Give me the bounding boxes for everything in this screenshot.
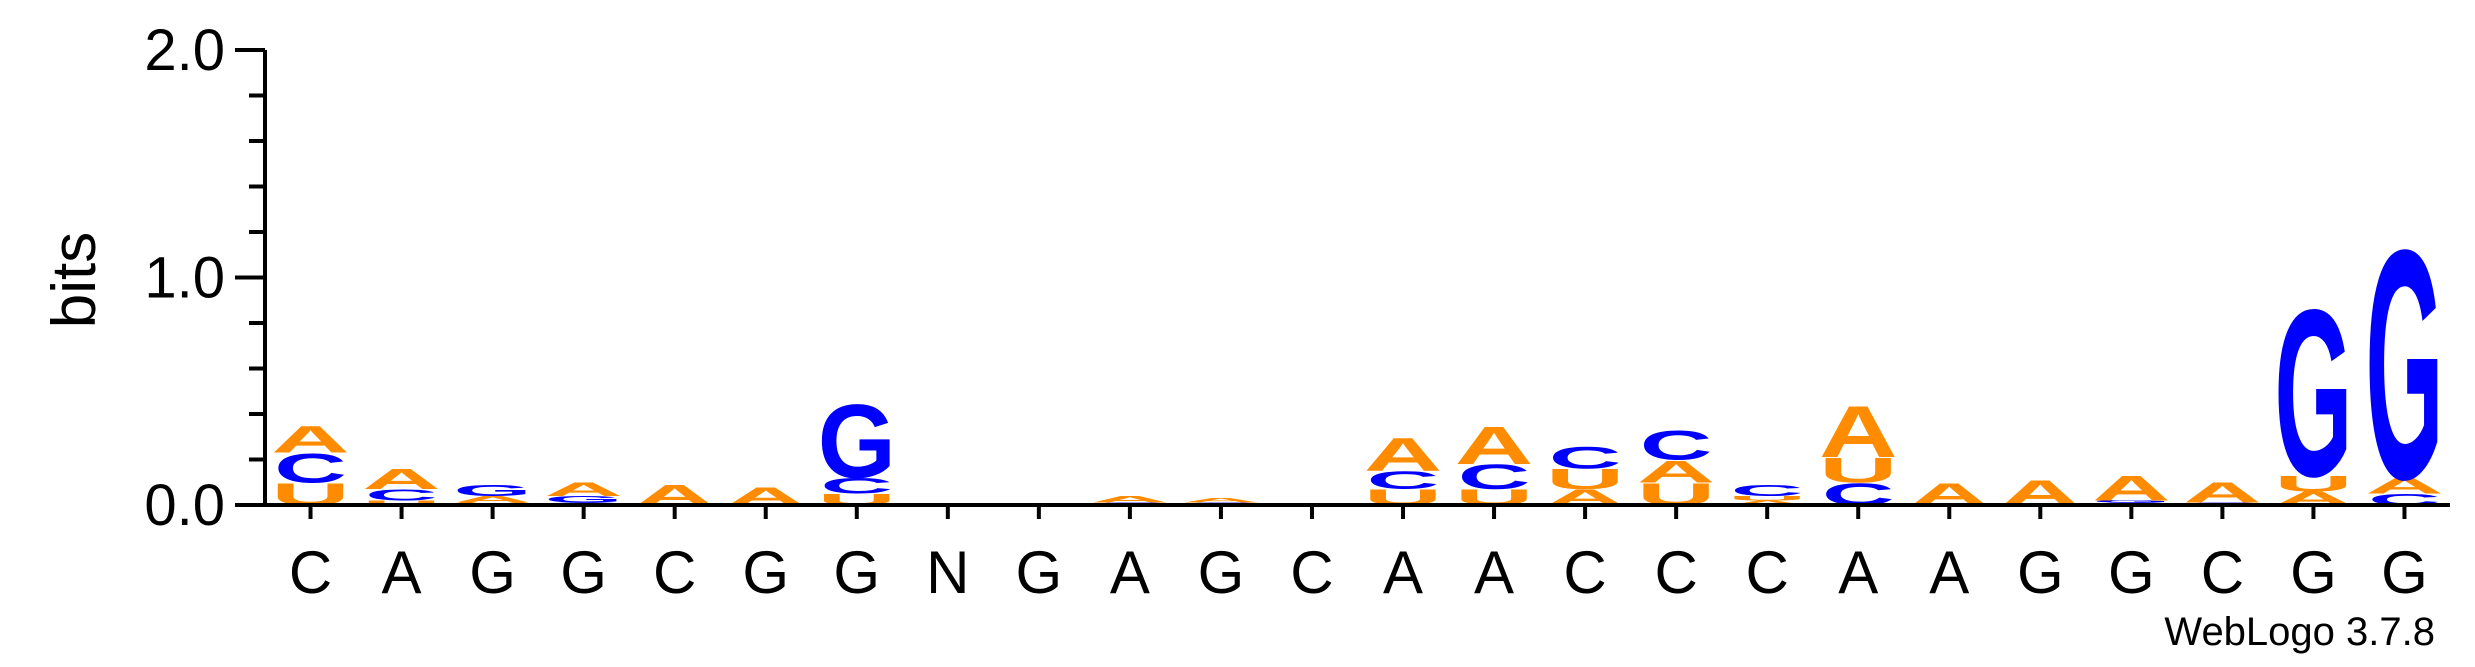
logo-letter-g: G	[454, 482, 532, 500]
logo-letter-a: A	[453, 494, 532, 505]
x-tick-label: G	[560, 539, 607, 606]
y-tick-label: 2.0	[144, 18, 225, 83]
logo-letter-c: C	[1549, 440, 1621, 475]
logo-letter-a: A	[1728, 499, 1807, 506]
logo-letter-a: A	[2365, 474, 2444, 499]
logo-letter-c: C	[1367, 466, 1439, 494]
x-tick-label: G	[833, 539, 880, 606]
weblogo-credit: WebLogo 3.7.8	[2164, 610, 2435, 654]
logo-letter-c: C	[1731, 482, 1804, 500]
x-tick-label: A	[382, 539, 422, 606]
x-tick-label: G	[1016, 539, 1063, 606]
y-axis-label-group: bits	[40, 232, 109, 328]
logo-letter-a: A	[362, 463, 441, 495]
logo-letter-u: U	[1546, 463, 1625, 495]
x-tick-label: A	[1110, 539, 1150, 606]
logo-letter-a: A	[544, 479, 623, 500]
y-tick-label: 0.0	[144, 473, 225, 538]
logo-letter-g: G	[545, 494, 623, 505]
logo-letter-a: A	[1819, 391, 1898, 473]
logo-letter-a: A	[1637, 453, 1716, 489]
y-axis-label: bits	[40, 232, 109, 328]
x-tick-label: N	[926, 539, 969, 606]
x-tick-label: C	[1563, 539, 1606, 606]
x-tick-label: C	[1746, 539, 1789, 606]
x-tick-label: G	[1198, 539, 1245, 606]
logo-letter-a: A	[1091, 494, 1170, 505]
logo-letter-c: C	[1640, 423, 1713, 469]
logo-letter-a: A	[271, 419, 350, 462]
y-axis: 0.0 1.0 2.0	[144, 18, 267, 538]
x-tick-label: G	[742, 539, 789, 606]
x-tick-label: C	[289, 539, 332, 606]
x-tick-label: C	[653, 539, 696, 606]
x-tick-label: A	[1474, 539, 1514, 606]
logo-letter-u: U	[2274, 471, 2353, 496]
x-tick-label: G	[2290, 539, 2337, 606]
x-tick-label: G	[2017, 539, 2064, 606]
logo-letter-g: G	[2365, 183, 2443, 548]
logo-letter-u: U	[362, 499, 441, 506]
x-tick-label: C	[2201, 539, 2244, 606]
logo-letter-g: G	[818, 383, 896, 500]
logo-letter-c: C	[821, 474, 893, 499]
x-tick-label: G	[469, 539, 516, 606]
x-tick-label: G	[2381, 539, 2428, 606]
logo-letter-c: C	[274, 446, 347, 492]
logo-letter-a: A	[1182, 497, 1261, 504]
logo-letter-a: A	[2092, 469, 2171, 508]
x-tick-label: A	[1929, 539, 1969, 606]
x-tick-label: G	[2108, 539, 2155, 606]
logo-letter-g: G	[2274, 259, 2352, 526]
logo-letter-c: C	[365, 486, 438, 504]
logo-letter-g: G	[2092, 500, 2170, 504]
x-tick-label: C	[1654, 539, 1697, 606]
logo-letter-a: A	[1455, 416, 1534, 476]
x-tick-label: A	[1383, 539, 1423, 606]
logo-letter-u: U	[1728, 495, 1807, 502]
logo-letter-c: C	[1458, 457, 1530, 496]
x-tick-label: C	[1290, 539, 1333, 606]
x-tick-label: A	[1838, 539, 1878, 606]
logo-letter-a: A	[1364, 428, 1443, 481]
logo-letter-u: U	[1819, 451, 1898, 490]
y-tick-label: 1.0	[144, 246, 225, 311]
